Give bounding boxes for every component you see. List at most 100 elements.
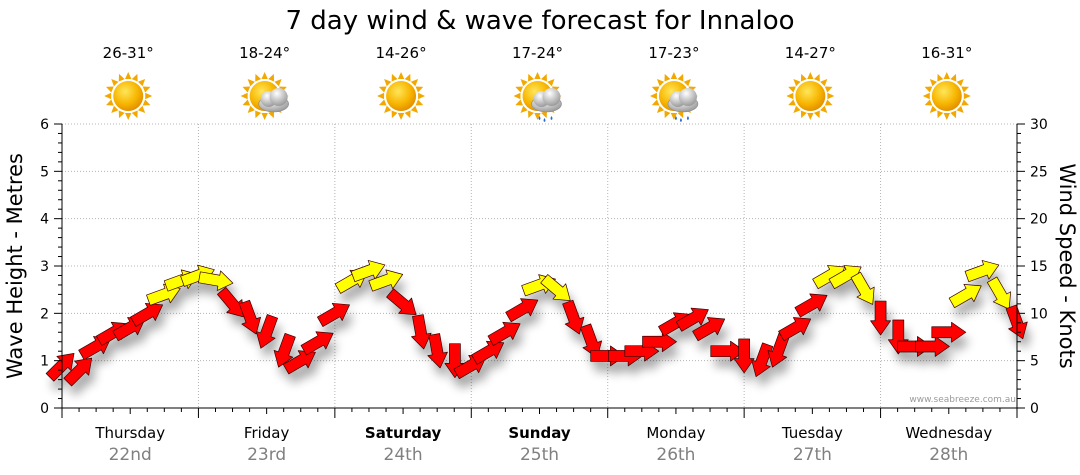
sun-ray (240, 92, 248, 100)
wind-arrow (767, 332, 790, 368)
sun-ray (528, 110, 534, 119)
temperature-label: 17-24° (512, 44, 563, 62)
day-label: Saturday (365, 424, 442, 442)
wind-arrow (675, 307, 709, 332)
sun-ray (137, 79, 146, 87)
partly-cloudy-icon (240, 72, 289, 120)
sun-ray (247, 105, 255, 113)
sun-ray (137, 105, 146, 113)
sun-ray (261, 72, 268, 79)
wind-arrow-shadow (134, 313, 167, 337)
sun-ray (125, 72, 132, 79)
wind-arrow (487, 321, 521, 346)
cloud-part (678, 88, 697, 106)
wind-arrows (45, 260, 1028, 387)
date-label: 26th (656, 445, 695, 465)
sun-ray (656, 105, 665, 113)
sun-ray (415, 86, 424, 93)
wind-arrow (427, 333, 448, 369)
sun-ray (378, 99, 387, 106)
wind-arrow (733, 338, 755, 374)
sun-ray (106, 86, 114, 93)
sun-ray (800, 110, 807, 119)
sun-ray (824, 99, 833, 106)
sun-ray (520, 105, 528, 113)
raindrop (686, 116, 689, 120)
sun-ray (131, 73, 138, 82)
sun-ray (943, 72, 950, 79)
day-label: Sunday (508, 424, 571, 442)
sun-ray (515, 86, 524, 93)
y-tick-label-left: 4 (40, 212, 49, 228)
sun-ray (247, 79, 255, 87)
sun-ray (118, 73, 125, 82)
sun-ray (924, 86, 933, 93)
wind-arrow-shadow (953, 294, 986, 318)
sun-ray (404, 110, 411, 119)
sun-ray (415, 99, 424, 106)
sun-ray (664, 110, 671, 119)
sun-ray (391, 110, 398, 119)
sun-ray (541, 73, 547, 82)
sun-ray (793, 79, 801, 87)
sun-disc (795, 81, 826, 111)
sun-ray (820, 105, 828, 113)
sun-ray (929, 79, 938, 87)
grid-lines (62, 123, 1017, 408)
sun-ray (520, 79, 528, 87)
sun-ray (788, 86, 796, 93)
sun-ray (397, 72, 405, 79)
y-tick-label-right: 20 (1030, 212, 1048, 228)
wind-arrow (300, 331, 334, 356)
sun-ray (961, 86, 969, 93)
y-tick-label-right: 5 (1030, 354, 1039, 370)
wind-arrow (987, 276, 1011, 310)
sun-ray (418, 92, 426, 100)
date-label: 28th (929, 445, 968, 465)
wind-arrow (692, 317, 726, 342)
sun-icon (377, 72, 426, 120)
sun-ray (677, 110, 684, 119)
sun-ray (547, 79, 555, 87)
sun-ray (131, 110, 138, 119)
wind-arrow (471, 340, 505, 365)
sun-ray (937, 73, 944, 82)
date-label: 22nd (109, 445, 152, 465)
wind-arrow (45, 353, 75, 382)
y-tick-label-left: 1 (40, 354, 49, 370)
y-tick-label-left: 6 (40, 117, 49, 133)
sun-ray (943, 113, 950, 120)
sun-ray (125, 113, 132, 120)
wind-arrow (63, 357, 93, 387)
y-tick-label-right: 0 (1030, 401, 1039, 417)
sun-ray (404, 73, 411, 82)
raindrop (543, 118, 546, 122)
wind-arrow (317, 302, 350, 327)
wind-arrow (130, 302, 164, 327)
date-label: 23rd (247, 445, 286, 465)
y-axis-left-title: Wave Height - Metres (3, 153, 27, 379)
day-label: Friday (244, 424, 290, 442)
wind-arrow (273, 332, 296, 368)
sun-ray (261, 113, 268, 120)
sun-ray (924, 99, 933, 106)
wind-arrow (562, 299, 585, 335)
wind-arrow (751, 342, 774, 377)
wind-arrow (350, 260, 386, 283)
weather-header: 26-31° 18-24° 14-26° 17-24° 17-23° 14-27° 16-3… (103, 44, 972, 122)
sun-ray (664, 73, 671, 82)
sun-ray (956, 79, 964, 87)
wind-arrow (255, 314, 278, 349)
sun-disc (113, 81, 144, 111)
sun-ray (793, 105, 801, 113)
sun-ray (268, 73, 275, 82)
sun-ray (255, 110, 262, 119)
sun-ray (670, 113, 678, 120)
sun-ray (541, 110, 547, 119)
day-label: Wednesday (905, 424, 992, 442)
cloud-part (542, 88, 561, 106)
sun-ray (950, 73, 957, 82)
wind-arrow-shadow (305, 341, 338, 365)
sun-ray (111, 105, 119, 113)
wind-arrow (964, 260, 1000, 283)
